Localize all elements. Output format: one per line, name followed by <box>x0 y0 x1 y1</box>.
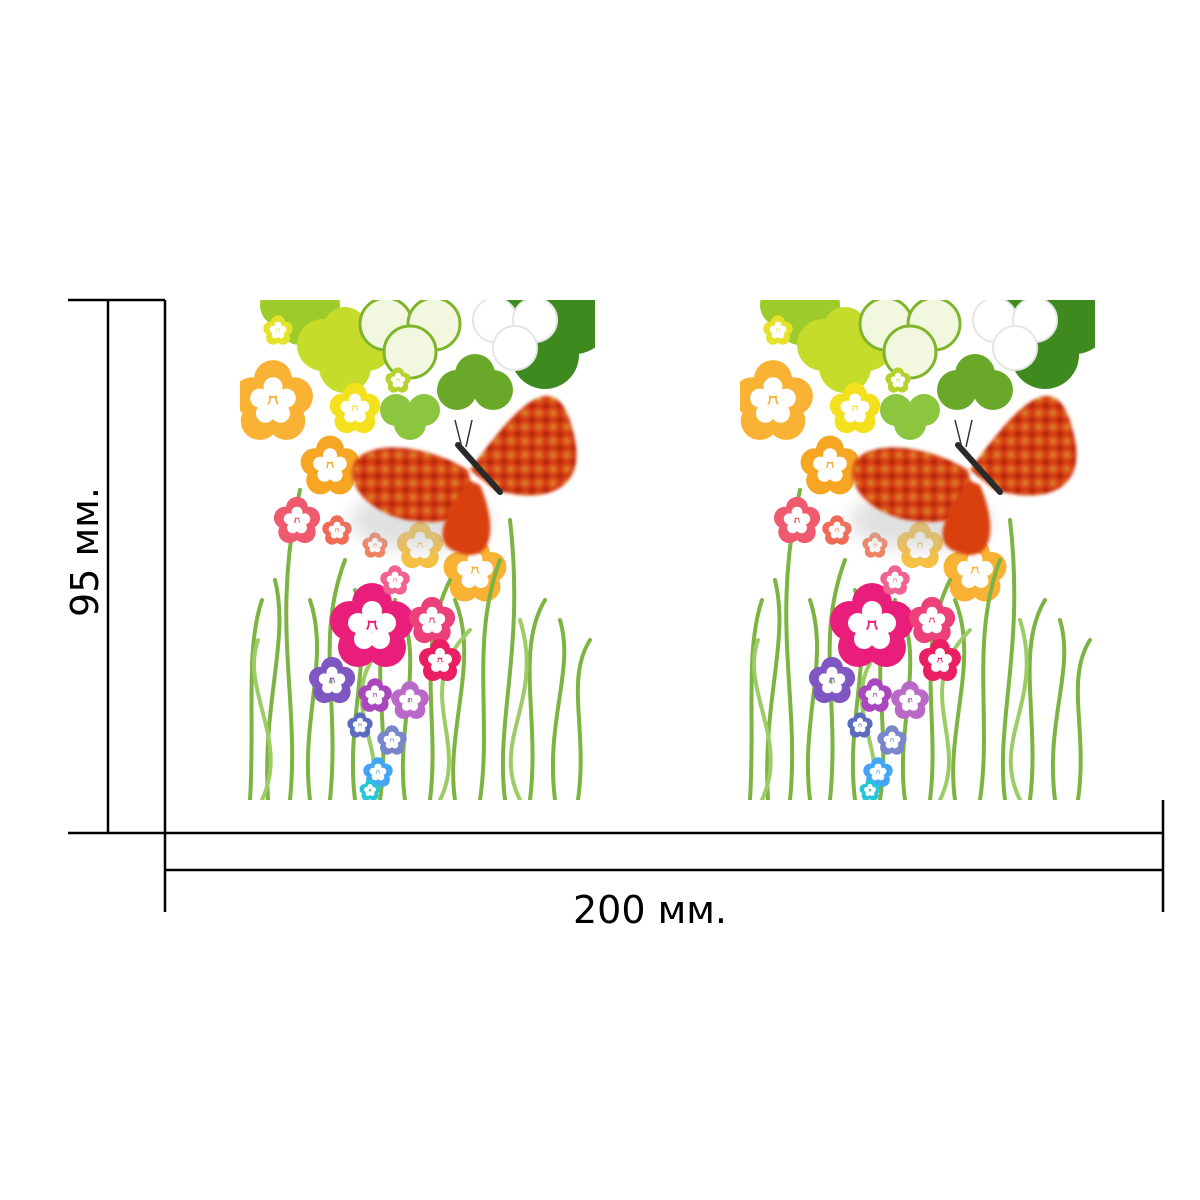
width-dimension-label: 200 мм. <box>572 888 728 932</box>
artwork-panel-left <box>233 276 609 801</box>
height-dimension-lines <box>68 298 167 835</box>
width-dimension-lines <box>163 800 1165 912</box>
artwork-panel-right <box>733 276 1109 801</box>
height-dimension-label: 95 мм. <box>63 487 107 617</box>
